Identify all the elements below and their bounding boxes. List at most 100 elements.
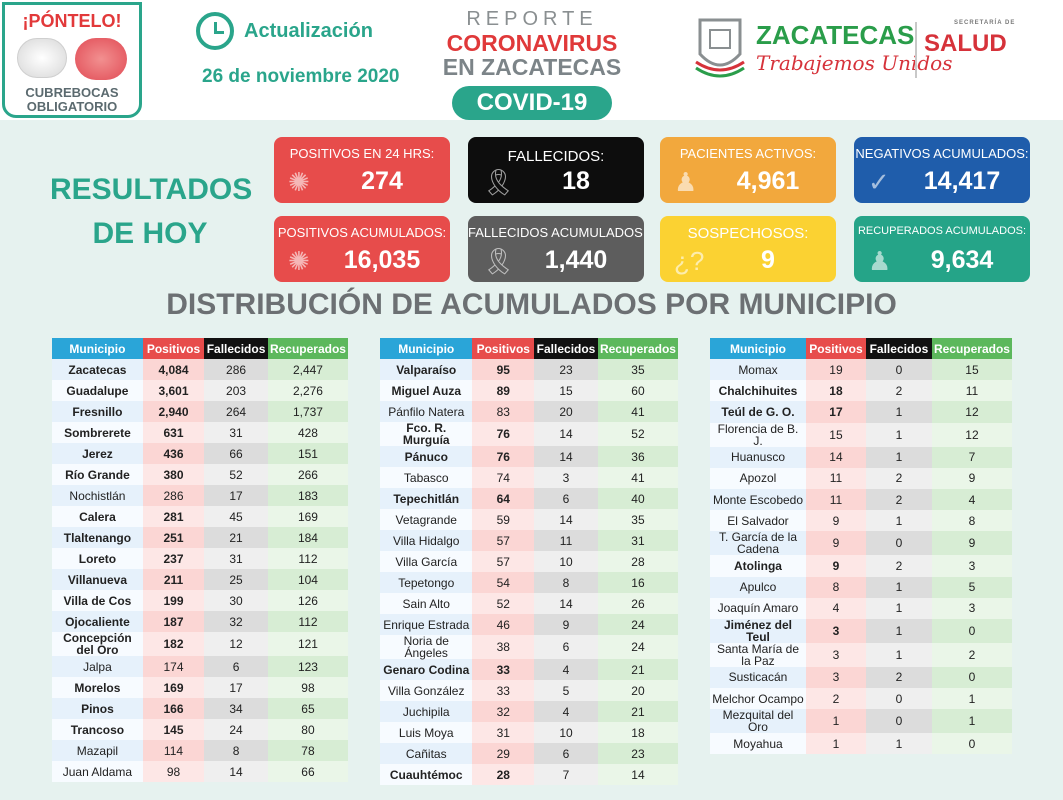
table-row: Valparaíso 95 23 35 xyxy=(380,359,678,380)
header: ¡PÓNTELO! CUBREBOCAS OBLIGATORIO Actuali… xyxy=(0,0,1063,120)
card-value: 274 xyxy=(361,167,403,195)
table-cell: 66 xyxy=(267,761,348,782)
table-cell: 35 xyxy=(597,509,678,530)
table-cell: 3,601 xyxy=(142,380,205,401)
card-positivos-acumulados: POSITIVOS ACUMULADOS: ✺ 16,035 xyxy=(274,216,450,282)
table-row: Susticacán 3 2 0 xyxy=(710,666,1012,689)
table-cell: 46 xyxy=(472,614,535,635)
table-cell: Jerez xyxy=(52,443,143,464)
ribbon-icon: 🎗 xyxy=(482,246,516,276)
table-cell: 17 xyxy=(204,485,268,506)
table-cell: 57 xyxy=(472,551,535,572)
table-row: Villa de Cos 199 30 126 xyxy=(52,590,348,611)
table-cell: 203 xyxy=(204,380,268,401)
table-cell: 169 xyxy=(267,506,348,527)
card-recuperados: RECUPERADOS ACUMULADOS: ♟ 9,634 xyxy=(854,216,1030,282)
card-sospechosos: SOSPECHOSOS: ¿? 9 xyxy=(660,216,836,282)
table-cell: 98 xyxy=(142,761,205,782)
table-row: Chalchihuites 18 2 11 xyxy=(710,380,1012,402)
table-cell: Mazapil xyxy=(52,740,143,761)
badge-title: ¡PÓNTELO! xyxy=(22,11,122,31)
column-header: Recuperados xyxy=(267,338,348,359)
table-cell: 1 xyxy=(931,688,1012,710)
card-value: 4,961 xyxy=(736,167,800,195)
table-row: Pánuco 76 14 36 xyxy=(380,446,678,467)
table-row: Sain Alto 52 14 26 xyxy=(380,593,678,614)
table-cell: 2 xyxy=(865,666,932,689)
table-cell: 1 xyxy=(865,422,932,447)
card-value: 16,035 xyxy=(343,246,421,274)
card-fallecidos: FALLECIDOS: 🎗 18 xyxy=(468,137,644,203)
table-cell: 2 xyxy=(805,688,866,710)
table-cell: Trancoso xyxy=(52,719,143,740)
card-pacientes-activos: PACIENTES ACTIVOS: ♟ 4,961 xyxy=(660,137,836,203)
table-cell: Concepción del Oro xyxy=(52,632,143,656)
table-cell: 23 xyxy=(597,743,678,764)
table-cell: 33 xyxy=(472,680,535,701)
table-cell: 30 xyxy=(204,590,268,611)
table-cell: 5 xyxy=(931,576,1012,598)
table-cell: 2,276 xyxy=(267,380,348,401)
table-cell: 6 xyxy=(534,743,598,764)
card-label: POSITIVOS ACUMULADOS: xyxy=(277,225,447,240)
table-cell: 2 xyxy=(865,555,932,577)
table-cell: 31 xyxy=(472,722,535,743)
table-cell: 98 xyxy=(267,677,348,698)
table-row: Fco. R. Murguía 76 14 52 xyxy=(380,422,678,446)
table-cell: 14 xyxy=(534,422,598,446)
table-row: Guadalupe 3,601 203 2,276 xyxy=(52,380,348,401)
table-row: Concepción del Oro 182 12 121 xyxy=(52,632,348,656)
table-cell: El Salvador xyxy=(710,510,806,532)
table-cell: 1 xyxy=(805,709,866,734)
table-cell: Pinos xyxy=(52,698,143,719)
table-cell: 32 xyxy=(204,611,268,632)
table-cell: 32 xyxy=(472,701,535,722)
table-row: Fresnillo 2,940 264 1,737 xyxy=(52,401,348,422)
zacatecas-logo: ZACATECAS Trabajemos Unidos xyxy=(756,20,952,75)
table-cell: 1 xyxy=(865,576,932,598)
column-header: Municipio xyxy=(710,338,806,359)
table-cell: Monte Escobedo xyxy=(710,488,806,511)
table-cell: 9 xyxy=(805,555,866,577)
table-cell: Calera xyxy=(52,506,143,527)
table-row: Florencia de B. J. 15 1 12 xyxy=(710,422,1012,447)
table-row: Loreto 237 31 112 xyxy=(52,548,348,569)
table-cell: Susticacán xyxy=(710,666,806,689)
table-cell: 4 xyxy=(805,597,866,619)
table-cell: Jalpa xyxy=(52,656,143,677)
table-row: Jalpa 174 6 123 xyxy=(52,656,348,677)
red-mask-icon xyxy=(75,38,127,80)
table-row: Villa González 33 5 20 xyxy=(380,680,678,701)
table-cell: 35 xyxy=(597,359,678,380)
table-cell: 74 xyxy=(472,467,535,488)
table-cell: 1 xyxy=(865,618,932,643)
logo-divider xyxy=(915,22,917,78)
table-cell: Cuauhtémoc xyxy=(380,764,473,785)
virus-icon: ✺ xyxy=(288,167,310,197)
column-header: Recuperados xyxy=(597,338,678,359)
table-cell: 19 xyxy=(805,359,866,381)
table-cell: Villa Hidalgo xyxy=(380,530,473,551)
table-cell: Sombrerete xyxy=(52,422,143,443)
table-row: Jiménez del Teul 3 1 0 xyxy=(710,618,1012,643)
table-cell: 145 xyxy=(142,719,205,740)
table-cell: 182 xyxy=(142,632,205,656)
table-cell: 24 xyxy=(204,719,268,740)
table-cell: 28 xyxy=(597,551,678,572)
table-cell: 0 xyxy=(865,531,932,556)
table-cell: 20 xyxy=(597,680,678,701)
table-row: Teúl de G. O. 17 1 12 xyxy=(710,401,1012,423)
table-cell: 11 xyxy=(534,530,598,551)
table-cell: 14 xyxy=(534,593,598,614)
table-cell: Villa de Cos xyxy=(52,590,143,611)
table-cell: 166 xyxy=(142,698,205,719)
table-cell: 1 xyxy=(865,510,932,532)
table-cell: 21 xyxy=(204,527,268,548)
table-cell: 11 xyxy=(805,488,866,511)
table-cell: 12 xyxy=(204,632,268,656)
column-header: Fallecidos xyxy=(865,338,932,359)
person-icon: ♟ xyxy=(674,167,698,197)
table-cell: 151 xyxy=(267,443,348,464)
table-cell: 14 xyxy=(204,761,268,782)
table-row: Morelos 169 17 98 xyxy=(52,677,348,698)
